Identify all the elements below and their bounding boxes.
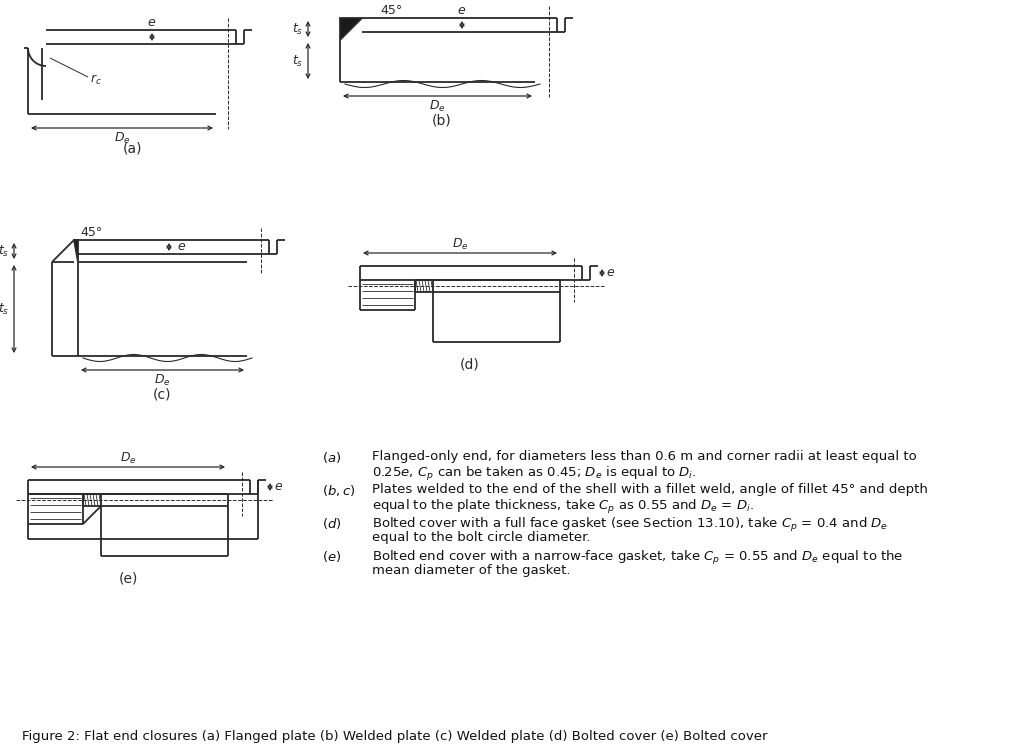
- Text: $t_s$: $t_s$: [0, 302, 10, 317]
- Text: (a): (a): [122, 142, 141, 156]
- Text: Figure 2: Flat end closures (a) Flanged plate (b) Welded plate (c) Welded plate : Figure 2: Flat end closures (a) Flanged …: [22, 730, 768, 743]
- Text: (c): (c): [153, 388, 172, 402]
- Text: $(e)$: $(e)$: [322, 549, 341, 564]
- Text: $D_e$: $D_e$: [114, 130, 130, 146]
- Text: e: e: [177, 241, 185, 253]
- Text: 45°: 45°: [80, 226, 102, 239]
- Text: $(d)$: $(d)$: [322, 516, 341, 531]
- Text: $D_e$: $D_e$: [451, 236, 469, 252]
- Text: $t_s$: $t_s$: [292, 53, 304, 68]
- Text: equal to the bolt circle diameter.: equal to the bolt circle diameter.: [372, 531, 591, 544]
- Text: 45°: 45°: [380, 4, 402, 17]
- Polygon shape: [340, 18, 362, 40]
- Polygon shape: [74, 240, 78, 262]
- Text: Plates welded to the end of the shell with a fillet weld, angle of fillet 45° an: Plates welded to the end of the shell wi…: [372, 483, 928, 496]
- Text: mean diameter of the gasket.: mean diameter of the gasket.: [372, 564, 571, 577]
- Text: (e): (e): [118, 571, 137, 585]
- Text: $(b, c)$: $(b, c)$: [322, 483, 356, 498]
- Text: $r_c$: $r_c$: [90, 73, 102, 87]
- Text: Bolted cover with a full face gasket (see Section 13.10), take $C_p$ = 0.4 and $: Bolted cover with a full face gasket (se…: [372, 516, 888, 534]
- Text: e: e: [147, 17, 155, 29]
- Text: 0.25$e$, $C_p$ can be taken as 0.45; $D_e$ is equal to $D_i$.: 0.25$e$, $C_p$ can be taken as 0.45; $D_…: [372, 465, 697, 483]
- Text: e: e: [458, 5, 465, 17]
- Text: $t_s$: $t_s$: [292, 22, 304, 37]
- Text: $D_e$: $D_e$: [154, 372, 171, 387]
- Text: $D_e$: $D_e$: [428, 99, 445, 114]
- Text: e: e: [606, 266, 614, 280]
- Text: (d): (d): [461, 357, 480, 371]
- Text: e: e: [274, 481, 282, 493]
- Text: Bolted end cover with a narrow-face gasket, take $C_p$ = 0.55 and $D_e$ equal to: Bolted end cover with a narrow-face gask…: [372, 549, 903, 567]
- Text: equal to the plate thickness, take $C_p$ as 0.55 and $D_e$ = $D_i$.: equal to the plate thickness, take $C_p$…: [372, 498, 754, 516]
- Text: Flanged-only end, for diameters less than 0.6 m and corner radii at least equal : Flanged-only end, for diameters less tha…: [372, 450, 917, 463]
- Text: $D_e$: $D_e$: [120, 450, 136, 465]
- Text: $t_s$: $t_s$: [0, 244, 10, 259]
- Text: (b): (b): [432, 114, 451, 128]
- Text: $(a)$: $(a)$: [322, 450, 341, 465]
